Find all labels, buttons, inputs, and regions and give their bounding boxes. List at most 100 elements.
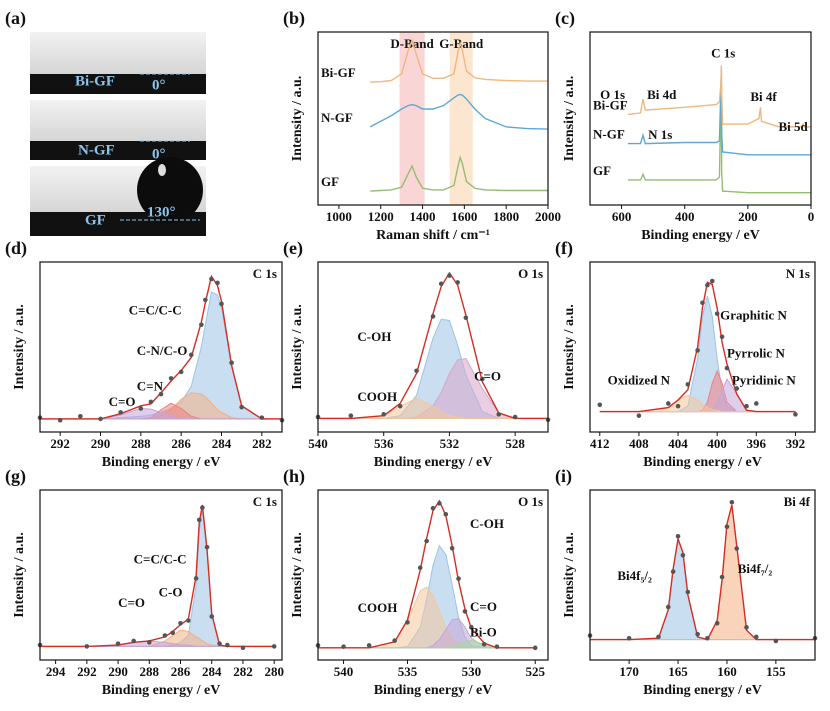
panel-label: (g) bbox=[5, 466, 26, 487]
panel-label: (f) bbox=[555, 238, 573, 259]
data-point bbox=[178, 369, 184, 375]
envelope-line bbox=[318, 499, 536, 649]
plot-frame bbox=[39, 261, 283, 433]
spectrum-line bbox=[370, 38, 548, 83]
data-point bbox=[209, 276, 214, 282]
data-point bbox=[724, 365, 730, 371]
data-point bbox=[793, 412, 798, 417]
data-point bbox=[734, 546, 740, 551]
sample-label: GF bbox=[85, 212, 106, 228]
component-label: COOH bbox=[358, 600, 398, 615]
panel-title: O 1s bbox=[518, 266, 543, 281]
data-point bbox=[532, 645, 538, 651]
component-peak bbox=[40, 640, 275, 647]
series-label: GF bbox=[321, 174, 339, 189]
panel-title: O 1s bbox=[518, 494, 543, 509]
x-axis-label: Binding energy / eV bbox=[643, 455, 762, 470]
data-point bbox=[217, 641, 222, 646]
data-point bbox=[57, 417, 63, 423]
y-axis-label: Intensity / a.u. bbox=[562, 76, 577, 162]
data-point bbox=[186, 618, 191, 623]
x-tick-label: 292 bbox=[77, 664, 97, 679]
x-axis-label: Binding energy / eV bbox=[374, 455, 493, 470]
data-point bbox=[675, 533, 681, 539]
data-point bbox=[680, 552, 686, 558]
panel-label: (i) bbox=[555, 466, 572, 487]
panel-title: C 1s bbox=[253, 266, 277, 281]
data-point bbox=[719, 574, 725, 580]
data-point bbox=[665, 401, 671, 406]
x-tick-label: 282 bbox=[252, 436, 272, 451]
x-tick-label: 282 bbox=[233, 664, 253, 679]
data-point bbox=[437, 501, 442, 506]
x-tick-label: 1400 bbox=[410, 209, 436, 224]
band bbox=[449, 32, 473, 205]
x-tick-label: 155 bbox=[766, 664, 786, 679]
component-label: C=O bbox=[470, 599, 497, 614]
panel-label: (c) bbox=[555, 8, 575, 29]
data-point bbox=[215, 280, 220, 286]
data-point bbox=[665, 604, 671, 610]
data-point bbox=[754, 401, 759, 406]
data-point bbox=[695, 631, 700, 637]
data-point bbox=[724, 524, 730, 530]
data-point bbox=[115, 641, 121, 646]
x-axis-label: Binding energy / eV bbox=[102, 683, 221, 698]
panel-label: (a) bbox=[5, 8, 26, 29]
component-label: Bi4f₇/₂ bbox=[738, 561, 773, 576]
data-point bbox=[138, 406, 144, 411]
x-tick-label: 286 bbox=[171, 664, 191, 679]
envelope-line bbox=[40, 274, 282, 420]
x-tick-label: 1800 bbox=[493, 209, 519, 224]
data-point bbox=[714, 620, 720, 626]
x-tick-label: 1200 bbox=[368, 209, 394, 224]
panel: (g) 294 292 290 288 286 284 282 280 Binding energ… bbox=[5, 466, 284, 698]
x-axis-label: Raman shift / cm⁻¹ bbox=[376, 228, 490, 243]
band bbox=[399, 32, 425, 205]
sample-label: Bi-GF bbox=[75, 73, 115, 89]
series-label: N-GF bbox=[593, 127, 625, 142]
data-point bbox=[430, 505, 436, 511]
panel-title: Bi 4f bbox=[784, 494, 811, 509]
panel-a: (a) Bi-GF 0° N-GF 0° GF 130° bbox=[5, 8, 206, 236]
panel: (c) 600 400 200 0 Binding energy / eV Intensit… bbox=[555, 8, 814, 243]
panel: (h) 540 535 530 525 Binding energy / eV Intens… bbox=[283, 466, 549, 698]
x-tick-label: 540 bbox=[334, 664, 354, 679]
data-point bbox=[239, 404, 244, 410]
data-point bbox=[597, 402, 603, 408]
plot-frame bbox=[317, 489, 549, 661]
peak-label: Bi 4f bbox=[750, 89, 777, 104]
component-label: C=C/C-C bbox=[129, 303, 182, 318]
panel-label: (d) bbox=[5, 238, 27, 259]
x-tick-label: 290 bbox=[108, 664, 128, 679]
component-label: C=O bbox=[474, 369, 501, 384]
data-point bbox=[414, 368, 419, 374]
component-peak bbox=[318, 318, 548, 419]
plot-frame bbox=[39, 489, 283, 661]
x-tick-label: 600 bbox=[612, 209, 632, 224]
y-axis-label: Intensity / a.u. bbox=[290, 532, 305, 618]
panel: (b) 1000 1200 1400 1600 1800 2000 Raman shift /… bbox=[283, 8, 561, 243]
data-point bbox=[463, 315, 469, 321]
data-point bbox=[405, 620, 410, 625]
x-tick-label: 400 bbox=[675, 209, 695, 224]
series-label: Bi-GF bbox=[593, 98, 628, 113]
peak-label: Bi 4d bbox=[647, 87, 677, 102]
envelope-line bbox=[40, 504, 275, 648]
x-tick-label: 165 bbox=[668, 664, 688, 679]
data-point bbox=[443, 511, 449, 517]
data-point bbox=[118, 410, 123, 415]
data-point bbox=[709, 278, 715, 284]
component-label: Oxidized N bbox=[608, 373, 671, 388]
data-point bbox=[430, 314, 436, 319]
spectrum-line bbox=[627, 71, 811, 194]
data-point bbox=[203, 297, 208, 303]
data-point bbox=[170, 630, 176, 636]
data-point bbox=[719, 334, 725, 340]
data-point bbox=[209, 614, 215, 619]
x-tick-label: 536 bbox=[374, 436, 394, 451]
y-axis-label: Intensity / a.u. bbox=[562, 304, 577, 390]
data-point bbox=[700, 300, 705, 306]
data-point bbox=[685, 589, 691, 595]
